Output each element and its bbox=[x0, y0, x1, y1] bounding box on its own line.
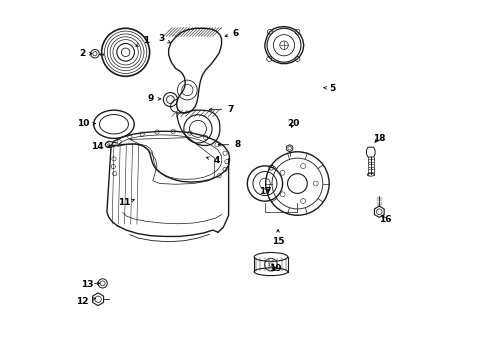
Text: 3: 3 bbox=[158, 34, 170, 43]
Text: 11: 11 bbox=[117, 198, 134, 207]
Text: 6: 6 bbox=[224, 29, 238, 38]
Text: 1: 1 bbox=[136, 36, 148, 46]
Text: 17: 17 bbox=[258, 187, 271, 196]
Text: 7: 7 bbox=[209, 105, 233, 114]
Text: 13: 13 bbox=[81, 280, 100, 289]
Text: 4: 4 bbox=[206, 156, 219, 165]
Text: 12: 12 bbox=[76, 297, 95, 306]
Text: 20: 20 bbox=[286, 119, 299, 128]
Text: 19: 19 bbox=[269, 264, 281, 273]
Text: 2: 2 bbox=[79, 49, 92, 58]
Text: 5: 5 bbox=[323, 84, 335, 93]
Text: 16: 16 bbox=[379, 215, 391, 224]
Text: 14: 14 bbox=[91, 142, 110, 151]
Text: 10: 10 bbox=[77, 119, 95, 128]
Text: 15: 15 bbox=[271, 229, 284, 246]
Text: 8: 8 bbox=[218, 140, 240, 149]
Text: 18: 18 bbox=[372, 134, 385, 143]
Text: 9: 9 bbox=[147, 94, 161, 103]
